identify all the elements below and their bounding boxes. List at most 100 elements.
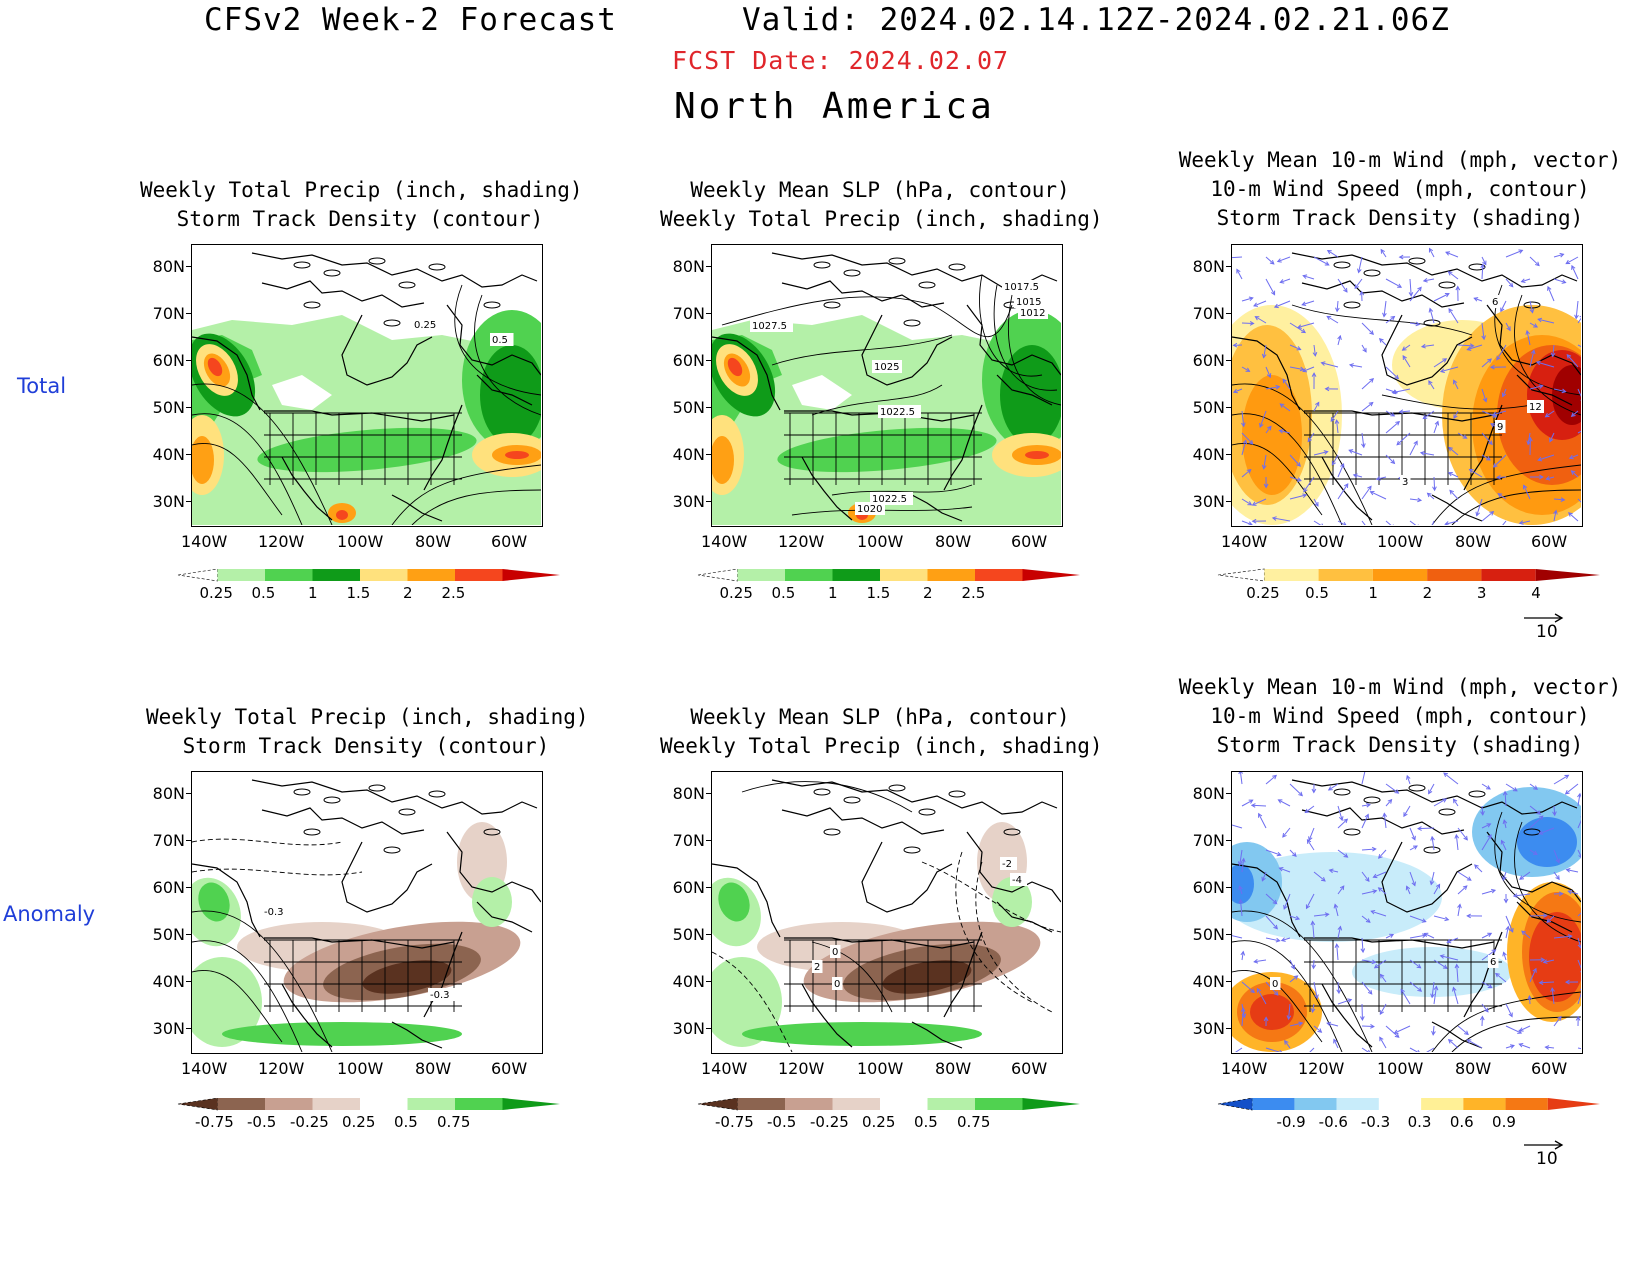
wind-vector — [1241, 297, 1253, 302]
wind-vector — [1313, 520, 1322, 525]
wind-vector-head — [1298, 791, 1303, 797]
lat-tick — [706, 840, 711, 841]
wind-vector-head — [1305, 904, 1311, 910]
wind-vector-head — [1400, 988, 1405, 994]
wind-vector — [1481, 805, 1484, 815]
wind-vector-head — [1520, 278, 1526, 283]
wind-vector-head — [1422, 277, 1428, 283]
wind-vector-head — [1544, 412, 1550, 418]
colorbar-label: 0.75 — [957, 1113, 991, 1131]
colorbar-label: 2.5 — [441, 584, 466, 602]
wind-vector — [1376, 476, 1387, 480]
wind-vector — [1481, 388, 1487, 402]
contour-label: -2 — [1002, 859, 1012, 870]
wind-vector — [1409, 286, 1422, 302]
lon-tick-label: 120W — [1298, 1059, 1345, 1078]
wind-vector — [1289, 975, 1298, 983]
wind-vector — [1433, 421, 1439, 434]
contour-line — [921, 861, 1061, 933]
coastline — [1232, 336, 1301, 411]
wind-vector-head — [1539, 474, 1544, 480]
wind-vector-head — [1367, 989, 1373, 995]
wind-vector-head — [1368, 1049, 1371, 1052]
island — [1363, 269, 1381, 277]
wind-vector-head — [1448, 446, 1453, 452]
wind-vector-head — [1398, 409, 1404, 415]
wind-vector — [1302, 366, 1315, 372]
wind-vector-head — [1428, 789, 1433, 795]
wind-vector — [1553, 278, 1566, 284]
wind-vector — [1337, 335, 1341, 346]
wind-vector — [1433, 358, 1447, 368]
colorbar-segment — [880, 569, 928, 581]
border-canada-us — [264, 410, 455, 422]
wind-vector-head — [1433, 985, 1439, 991]
wind-vector-head — [1545, 475, 1551, 481]
contour-label-bg — [1495, 420, 1506, 433]
wind-vector — [1241, 498, 1252, 506]
wind-vector-head — [1293, 975, 1299, 980]
wind-vector — [1505, 926, 1509, 939]
lat-tick — [186, 266, 191, 267]
wind-vector — [1409, 1047, 1419, 1052]
wind-vector-head — [1577, 792, 1581, 798]
wind-vector — [1396, 432, 1411, 446]
wind-vector — [1374, 959, 1387, 969]
wind-vector — [1265, 915, 1278, 930]
wind-vector-head — [1368, 401, 1374, 407]
contour-label: 0 — [832, 947, 838, 958]
contour-label: -4 — [1012, 875, 1022, 886]
wind-vector — [1577, 793, 1581, 807]
title-line: Storm Track Density (shading) — [1216, 206, 1584, 230]
colorbar-label: -0.25 — [810, 1113, 849, 1131]
lat-tick — [1226, 793, 1231, 794]
wind-vector-head — [1347, 998, 1353, 1003]
wind-vector-head — [1503, 898, 1509, 904]
wind-vector-head — [1502, 951, 1507, 957]
wind-vector-head — [1397, 283, 1403, 288]
shading-region — [727, 357, 743, 377]
lon-tick-label: 60W — [1531, 1059, 1568, 1078]
wind-vector — [1431, 981, 1435, 998]
lon-tick-label: 80W — [935, 1059, 972, 1078]
wind-vector-head — [1422, 414, 1428, 420]
colorbar-segment — [360, 569, 408, 581]
contour-label-bg — [1002, 280, 1045, 293]
wind-vector-head — [1396, 440, 1402, 446]
coastline — [261, 280, 425, 308]
shading-region — [1232, 864, 1254, 904]
colorbar-label: 3 — [1476, 584, 1487, 602]
colorbar-label: 0.5 — [394, 1113, 418, 1131]
wind-vector — [1409, 441, 1418, 456]
colorbar-segment — [880, 1098, 928, 1110]
wind-vector-head — [1508, 282, 1514, 288]
wind-vector-head — [1394, 374, 1400, 380]
wind-vector-head — [1338, 816, 1344, 822]
wind-vector — [1265, 893, 1278, 905]
wind-vector — [1529, 385, 1543, 390]
wind-vector — [1529, 805, 1541, 815]
wind-vector-head — [1411, 835, 1416, 841]
colorbar-label: 2.5 — [961, 584, 986, 602]
title-line: Weekly Mean SLP (hPa, contour) — [690, 705, 1070, 729]
wind-vector-head — [1367, 485, 1372, 491]
lat-tick — [1226, 1028, 1231, 1029]
contour-label-bg — [412, 318, 442, 331]
lat-tick — [706, 266, 711, 267]
map-total-precip: 0.25 0.5 — [191, 244, 543, 527]
wind-vector-head — [1333, 1038, 1338, 1044]
lon-tick-label: 60W — [1011, 1059, 1048, 1078]
wind-vector-head — [1331, 460, 1336, 466]
wind-vector-head — [1263, 1016, 1269, 1022]
wind-vector-head — [1390, 412, 1396, 417]
wind-vector — [1406, 775, 1411, 785]
wind-vector-head — [1271, 516, 1277, 521]
map-total-slp: 1027.5 1017.5 1015 1012 1025 1022.5 1022.5 1020 — [711, 244, 1063, 527]
coastline — [771, 779, 1058, 815]
wind-vector-head — [1546, 918, 1552, 924]
wind-vector — [1481, 511, 1494, 522]
wind-vector-head — [1571, 264, 1576, 270]
island — [1423, 846, 1441, 854]
wind-vector — [1326, 315, 1339, 324]
wind-vector — [1361, 322, 1374, 335]
